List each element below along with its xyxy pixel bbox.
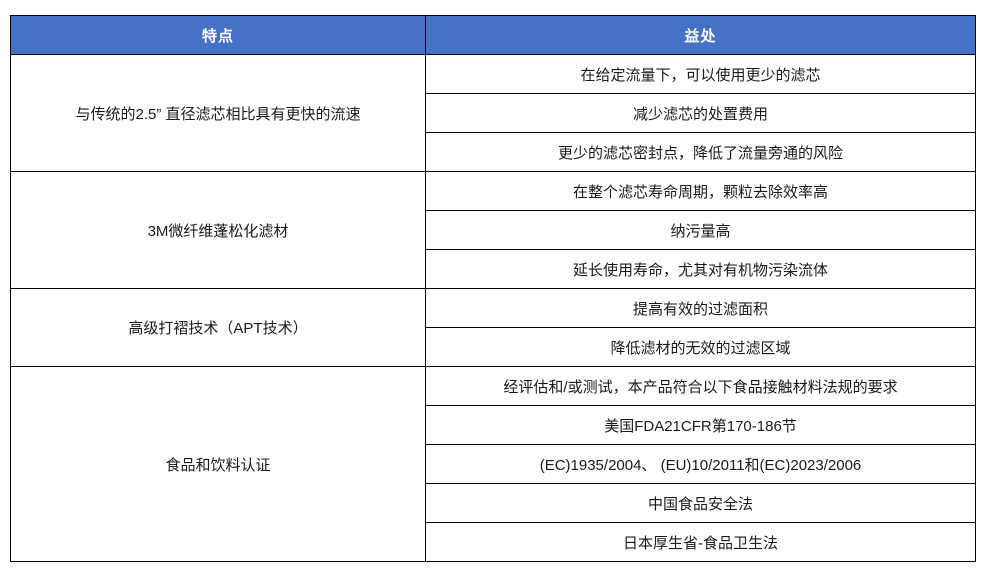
benefit-cell: (EC)1935/2004、 (EU)10/2011和(EC)2023/2006 — [425, 444, 976, 484]
table-row: 美国FDA21CFR第170-186节 — [11, 405, 976, 445]
table-row: 与传统的2.5” 直径滤芯相比具有更快的流速 在给定流量下，可以使用更少的滤芯 — [10, 54, 976, 172]
benefit-cell: 在整个滤芯寿命周期，颗粒去除效率高 — [425, 171, 976, 211]
table-row: 中国食品安全法 — [11, 483, 976, 523]
benefit-cell: 更少的滤芯密封点，降低了流量旁通的风险 — [425, 132, 976, 172]
table-row: 3M微纤维蓬松化滤材 在整个滤芯寿命周期，颗粒去除效率高 — [10, 171, 976, 289]
benefit-cell: 在给定流量下，可以使用更少的滤芯 — [425, 54, 976, 94]
header-row: 特点 益处 — [10, 15, 976, 55]
table-row: 减少滤芯的处置费用 — [11, 93, 976, 133]
table-row: 高级打褶技术（APT技术） 提高有效的过滤面积 — [10, 288, 976, 367]
feature-cell-apt-technology: 高级打褶技术（APT技术） — [10, 288, 426, 367]
benefit-cell: 提高有效的过滤面积 — [425, 288, 976, 328]
benefit-cell: 纳污量高 — [425, 210, 976, 250]
table-row: 更少的滤芯密封点，降低了流量旁通的风险 — [11, 132, 976, 172]
feature-cell-flow-rate: 与传统的2.5” 直径滤芯相比具有更快的流速 — [10, 54, 426, 172]
header-features: 特点 — [10, 15, 426, 55]
benefit-cell: 减少滤芯的处置费用 — [425, 93, 976, 133]
table-row: 降低滤材的无效的过滤区域 — [11, 327, 976, 367]
benefit-cell: 中国食品安全法 — [425, 483, 976, 523]
table-row: (EC)1935/2004、 (EU)10/2011和(EC)2023/2006 — [11, 444, 976, 484]
features-benefits-table: 特点 益处 与传统的2.5” 直径滤芯相比具有更快的流速 在给定流量下，可以使用… — [10, 15, 976, 562]
table-row: 日本厚生省-食品卫生法 — [11, 522, 976, 562]
feature-cell-microfiber-media: 3M微纤维蓬松化滤材 — [10, 171, 426, 289]
benefit-cell: 美国FDA21CFR第170-186节 — [425, 405, 976, 445]
benefit-cell: 日本厚生省-食品卫生法 — [425, 522, 976, 562]
header-benefits: 益处 — [425, 15, 976, 55]
benefit-cell: 延长使用寿命，尤其对有机物污染流体 — [425, 249, 976, 289]
benefit-cell: 经评估和/或测试，本产品符合以下食品接触材料法规的要求 — [425, 366, 976, 406]
table-row: 食品和饮料认证 经评估和/或测试，本产品符合以下食品接触材料法规的要求 — [10, 366, 976, 562]
table-row: 延长使用寿命，尤其对有机物污染流体 — [11, 249, 976, 289]
feature-cell-food-beverage-certification: 食品和饮料认证 — [10, 366, 426, 562]
benefit-cell: 降低滤材的无效的过滤区域 — [425, 327, 976, 367]
